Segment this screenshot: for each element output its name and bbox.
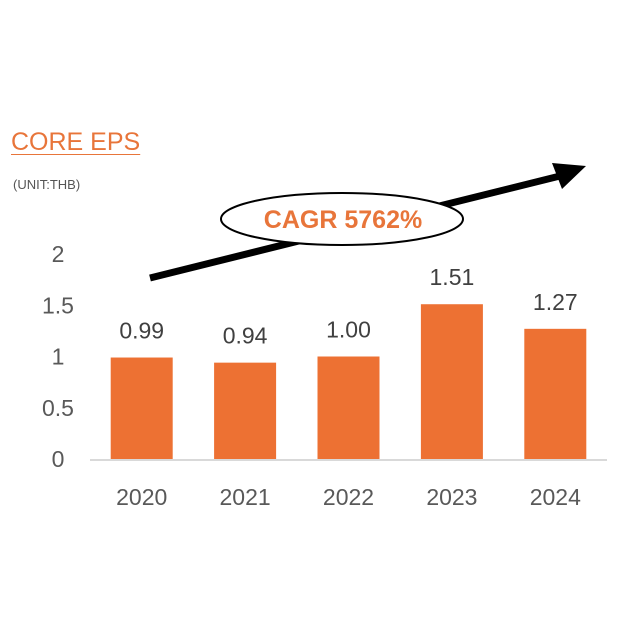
y-tick-label: 1 bbox=[52, 344, 65, 370]
bars bbox=[110, 304, 587, 459]
bar bbox=[317, 356, 380, 459]
value-labels: 0.99 0.94 1.00 1.51 1.27 bbox=[119, 264, 577, 348]
data-label: 1.00 bbox=[326, 317, 371, 343]
unit-label: (UNIT:THB) bbox=[13, 177, 81, 192]
x-tick-label: 2023 bbox=[426, 484, 477, 510]
bar bbox=[420, 304, 483, 459]
x-tick-label: 2020 bbox=[116, 484, 167, 510]
y-tick-label: 0 bbox=[52, 446, 65, 472]
y-axis-ticks: 0 0.5 1 1.5 2 bbox=[42, 241, 74, 472]
cagr-ellipse bbox=[220, 192, 464, 246]
x-tick-label: 2022 bbox=[323, 484, 374, 510]
x-tick-label: 2021 bbox=[220, 484, 271, 510]
bar bbox=[110, 357, 173, 459]
y-tick-label: 2 bbox=[52, 241, 65, 267]
x-axis-ticks: 2020 2021 2022 2023 2024 bbox=[116, 484, 581, 510]
data-label: 1.27 bbox=[533, 289, 578, 315]
bar bbox=[524, 328, 587, 459]
x-tick-label: 2024 bbox=[530, 484, 581, 510]
cagr-label: CAGR 5762% bbox=[264, 206, 422, 234]
bar bbox=[214, 362, 277, 459]
y-tick-label: 1.5 bbox=[42, 292, 74, 318]
chart-title: CORE EPS bbox=[11, 128, 141, 156]
data-label: 0.94 bbox=[223, 323, 268, 349]
data-label: 0.99 bbox=[119, 318, 164, 344]
arrow-head-icon bbox=[552, 163, 586, 189]
y-tick-label: 0.5 bbox=[42, 395, 74, 421]
data-label: 1.51 bbox=[430, 264, 475, 290]
